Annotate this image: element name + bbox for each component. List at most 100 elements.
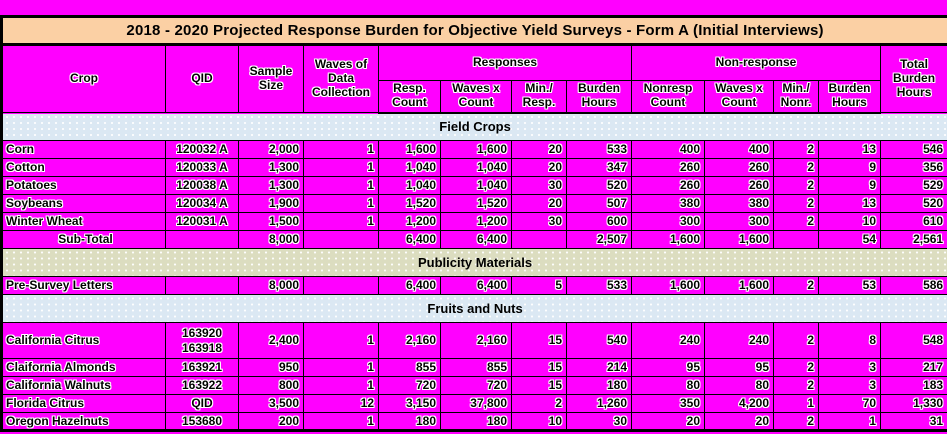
value-cell: 855	[378, 358, 441, 377]
column-header-min-nonr: Min./ Nonr.	[773, 80, 819, 114]
value-cell: 260	[704, 176, 774, 195]
value-cell: 546	[879, 140, 947, 159]
value-cell: 2,561	[879, 230, 947, 249]
crop-cell: Pre-Survey Letters	[1, 276, 166, 295]
value-cell: 855	[440, 358, 512, 377]
table-header: 2018 - 2020 Projected Response Burden fo…	[0, 16, 947, 114]
value-cell: 300	[704, 212, 774, 231]
value-cell: 3,500	[238, 394, 304, 413]
value-cell: 533	[566, 276, 632, 295]
column-header-min-resp: Min./ Resp.	[511, 80, 567, 114]
value-cell: 507	[566, 194, 632, 213]
value-cell: 2	[773, 322, 819, 359]
column-header-waves: Waves of Data Collection	[303, 44, 379, 113]
value-cell: 540	[566, 322, 632, 359]
value-cell: 1	[303, 212, 379, 231]
value-cell: 1,260	[566, 394, 632, 413]
column-header-crop: Crop	[1, 44, 166, 113]
value-cell: 1,300	[238, 176, 304, 195]
crop-cell: California Citrus	[1, 322, 166, 359]
value-cell: 30	[511, 212, 567, 231]
value-cell: 1,330	[879, 394, 947, 413]
value-cell: 1,300	[238, 158, 304, 177]
value-cell: 180	[566, 376, 632, 395]
value-cell: 2,160	[440, 322, 512, 359]
value-cell: 1,520	[440, 194, 512, 213]
value-cell: 20	[631, 412, 705, 431]
value-cell: 2	[773, 376, 819, 395]
value-cell: 2	[773, 358, 819, 377]
table-row: Soybeans 120034 A 1,900 1 1,520 1,520 20 507 380…	[1, 194, 947, 213]
crop-cell: Florida Citrus	[1, 394, 166, 413]
value-cell: 37,800	[440, 394, 512, 413]
column-header-qid: QID	[165, 44, 239, 113]
value-cell: 2,000	[238, 140, 304, 159]
value-cell: 3,150	[378, 394, 441, 413]
value-cell: 2	[773, 276, 819, 295]
value-cell: 1,200	[440, 212, 512, 231]
section-band-row: Field Crops	[0, 112, 947, 141]
value-cell: 6,400	[440, 230, 512, 249]
qid-cell: 163922	[165, 376, 239, 395]
crop-cell: Cotton	[1, 158, 166, 177]
value-cell: 380	[631, 194, 705, 213]
value-cell: 200	[238, 412, 304, 431]
value-cell: 350	[631, 394, 705, 413]
value-cell: 950	[238, 358, 304, 377]
value-cell: 95	[704, 358, 774, 377]
value-cell: 5	[511, 276, 567, 295]
value-cell: 9	[818, 176, 881, 195]
value-cell: 3	[818, 376, 881, 395]
table-row: Pre-Survey Letters 8,000 6,400 6,400 5 533 1,6…	[1, 276, 947, 295]
table-row: Florida Citrus QID 3,500 12 3,150 37,800 2 1,26…	[1, 394, 947, 413]
crop-cell: Oregon Hazelnuts	[1, 412, 166, 431]
value-cell: 240	[704, 322, 774, 359]
value-cell: 720	[440, 376, 512, 395]
value-cell: 720	[378, 376, 441, 395]
value-cell: 800	[238, 376, 304, 395]
value-cell: 300	[631, 212, 705, 231]
table-row: Cotton 120033 A 1,300 1 1,040 1,040 20 347 260 26…	[1, 158, 947, 177]
value-cell: 20	[511, 194, 567, 213]
value-cell: 6,400	[440, 276, 512, 295]
value-cell: 9	[818, 158, 881, 177]
crop-cell: Sub-Total	[1, 230, 166, 249]
value-cell: 1,900	[238, 194, 304, 213]
value-cell: 1,040	[440, 176, 512, 195]
value-cell: 53	[818, 276, 881, 295]
value-cell: 2	[773, 140, 819, 159]
value-cell: 2	[773, 212, 819, 231]
value-cell: 2	[511, 394, 567, 413]
value-cell: 214	[566, 358, 632, 377]
qid-cell: QID	[165, 394, 239, 413]
value-cell: 30	[511, 176, 567, 195]
qid-cell: 120032 A	[165, 140, 239, 159]
value-cell	[303, 276, 379, 295]
value-cell: 2	[773, 412, 819, 431]
value-cell: 260	[704, 158, 774, 177]
value-cell: 13	[818, 140, 881, 159]
value-cell: 217	[879, 358, 947, 377]
value-cell: 1,600	[631, 230, 705, 249]
value-cell: 70	[818, 394, 881, 413]
value-cell: 1	[303, 158, 379, 177]
value-cell: 1	[303, 176, 379, 195]
column-header-resp-count: Resp. Count	[378, 80, 441, 114]
value-cell: 1	[773, 394, 819, 413]
column-header-total-burden: Total Burden Hours	[879, 44, 947, 113]
section-band-row: Fruits and Nuts	[0, 294, 947, 323]
column-group-nonresponse: Non-response	[631, 44, 881, 81]
value-cell: 1,600	[704, 276, 774, 295]
value-cell: 1,040	[378, 158, 441, 177]
qid-cell: 120038 A	[165, 176, 239, 195]
value-cell: 1,600	[704, 230, 774, 249]
value-cell: 520	[879, 194, 947, 213]
value-cell: 533	[566, 140, 632, 159]
value-cell: 20	[511, 140, 567, 159]
value-cell: 30	[566, 412, 632, 431]
value-cell: 586	[879, 276, 947, 295]
value-cell: 180	[440, 412, 512, 431]
value-cell: 610	[879, 212, 947, 231]
value-cell: 1	[303, 376, 379, 395]
table-row: California Citrus 163920 163918 2,400 1 2,16…	[1, 322, 947, 359]
